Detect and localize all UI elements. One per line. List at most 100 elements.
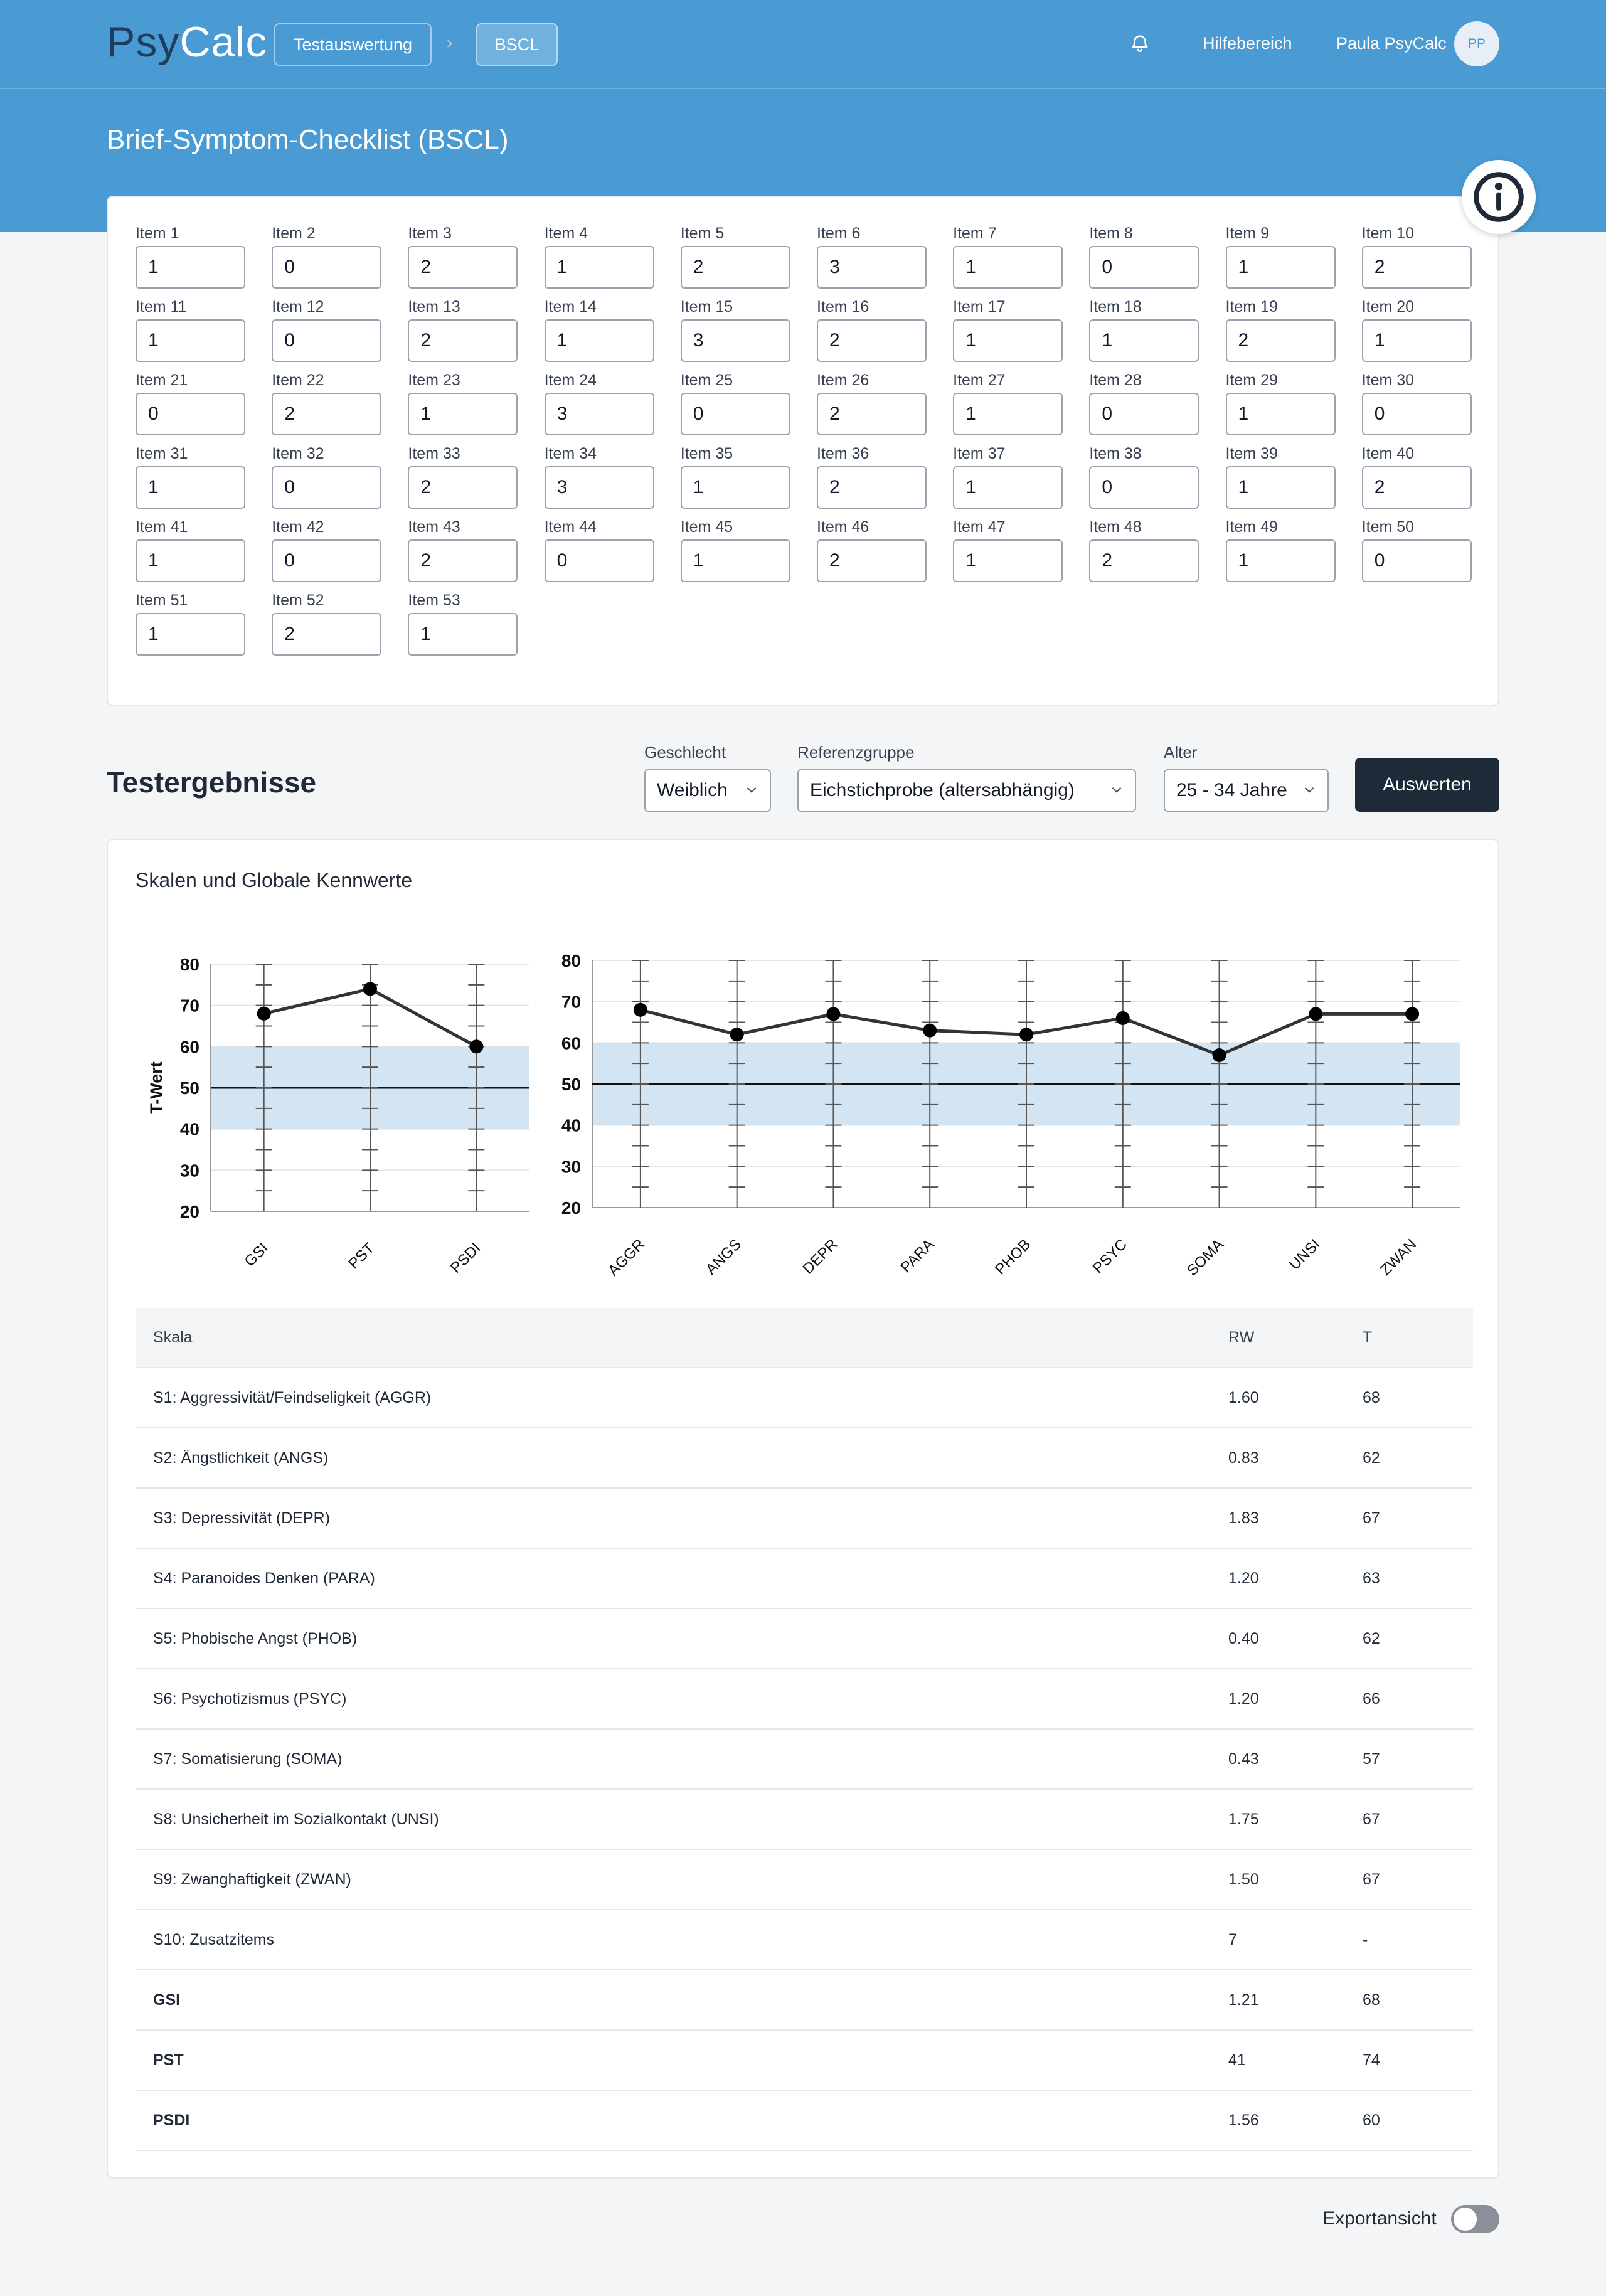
table-row: GSI 1.21 68 (136, 1970, 1473, 2031)
evaluate-button[interactable]: Auswerten (1355, 758, 1499, 812)
item-input[interactable] (1089, 466, 1199, 509)
item-input[interactable] (816, 539, 927, 582)
item-field: Item 4 (544, 225, 654, 289)
item-input[interactable] (408, 539, 518, 582)
item-input[interactable] (1361, 539, 1472, 582)
gender-select[interactable]: Weiblich (644, 769, 771, 812)
breadcrumb-bscl[interactable]: BSCL (476, 23, 558, 66)
age-select[interactable]: 25 - 34 Jahre (1164, 769, 1329, 812)
item-input[interactable] (272, 613, 382, 656)
item-label: Item 52 (272, 592, 324, 609)
item-input[interactable] (816, 319, 927, 362)
item-input[interactable] (953, 466, 1063, 509)
item-input[interactable] (544, 466, 654, 509)
avatar[interactable]: PP (1454, 21, 1499, 66)
item-input[interactable] (680, 393, 790, 435)
item-input[interactable] (816, 466, 927, 509)
item-field: Item 12 (272, 298, 382, 362)
item-input[interactable] (680, 539, 790, 582)
item-input[interactable] (272, 466, 382, 509)
item-input[interactable] (680, 466, 790, 509)
chevron-down-icon (1304, 787, 1314, 793)
table-cell-t: - (1363, 1930, 1368, 1948)
item-input[interactable] (816, 393, 927, 435)
item-input[interactable] (953, 246, 1063, 289)
item-input[interactable] (136, 393, 245, 435)
item-input[interactable] (680, 246, 790, 289)
item-input[interactable] (1089, 246, 1199, 289)
item-label: Item 25 (680, 371, 733, 389)
item-input[interactable] (1089, 539, 1199, 582)
item-input[interactable] (408, 319, 518, 362)
item-input[interactable] (953, 319, 1063, 362)
item-field: Item 51 (136, 592, 245, 656)
item-input[interactable] (544, 539, 654, 582)
item-input[interactable] (1089, 319, 1199, 362)
info-button[interactable] (1462, 160, 1536, 234)
item-field: Item 17 (953, 298, 1063, 362)
item-input[interactable] (136, 613, 245, 656)
item-input[interactable] (408, 393, 518, 435)
y-tick-label: 20 (561, 1198, 581, 1218)
item-label: Item 20 (1361, 298, 1415, 316)
item-input[interactable] (136, 246, 245, 289)
item-input[interactable] (1225, 393, 1336, 435)
item-input[interactable] (816, 246, 927, 289)
item-input[interactable] (544, 319, 654, 362)
item-input[interactable] (953, 393, 1063, 435)
item-input[interactable] (1225, 319, 1336, 362)
item-input[interactable] (1361, 319, 1472, 362)
item-input[interactable] (136, 466, 245, 509)
item-label: Item 51 (136, 592, 188, 609)
logo[interactable]: PsyCalc (107, 18, 268, 66)
item-label: Item 9 (1225, 225, 1269, 242)
item-input[interactable] (272, 393, 382, 435)
chart-title: Skalen und Globale Kennwerte (136, 869, 413, 891)
item-input[interactable] (272, 319, 382, 362)
item-label: Item 19 (1225, 298, 1278, 316)
item-field: Item 42 (272, 518, 382, 582)
item-input[interactable] (544, 393, 654, 435)
user-name[interactable]: Paula PsyCalc (1336, 34, 1447, 53)
item-field: Item 40 (1361, 445, 1472, 509)
item-label: Item 2 (272, 225, 316, 242)
item-input[interactable] (1361, 393, 1472, 435)
breadcrumb-testauswertung[interactable]: Testauswertung (274, 23, 432, 66)
item-input[interactable] (953, 539, 1063, 582)
item-input[interactable] (408, 613, 518, 656)
item-input[interactable] (1361, 466, 1472, 509)
export-view-toggle[interactable] (1451, 2205, 1499, 2233)
item-field: Item 16 (816, 298, 927, 362)
item-input[interactable] (136, 319, 245, 362)
table-cell-rw: 1.20 (1228, 1569, 1259, 1587)
table-cell-t: 67 (1363, 1509, 1380, 1527)
help-link[interactable]: Hilfebereich (1203, 34, 1292, 53)
toggle-knob (1454, 2208, 1477, 2231)
item-field: Item 31 (136, 445, 245, 509)
item-label: Item 11 (136, 298, 187, 316)
item-input[interactable] (272, 539, 382, 582)
refgroup-select[interactable]: Eichstichprobe (altersabhängig) (797, 769, 1136, 812)
item-input[interactable] (408, 246, 518, 289)
item-field: Item 18 (1089, 298, 1199, 362)
item-label: Item 4 (544, 225, 588, 242)
y-axis-label: T-Wert (147, 1061, 166, 1114)
item-input[interactable] (136, 539, 245, 582)
item-input[interactable] (1361, 246, 1472, 289)
item-label: Item 10 (1361, 225, 1415, 242)
y-tick-label: 50 (561, 1075, 581, 1094)
table-cell-rw: 0.43 (1228, 1750, 1259, 1768)
table-cell-t: 60 (1363, 2111, 1380, 2129)
item-input[interactable] (1089, 393, 1199, 435)
item-input[interactable] (272, 246, 382, 289)
table-cell-skala: S4: Paranoides Denken (PARA) (153, 1569, 375, 1587)
item-field: Item 9 (1225, 225, 1336, 289)
bell-icon[interactable] (1129, 33, 1151, 54)
item-input[interactable] (408, 466, 518, 509)
item-input[interactable] (1225, 466, 1336, 509)
item-label: Item 48 (1089, 518, 1142, 536)
item-input[interactable] (680, 319, 790, 362)
item-input[interactable] (1225, 246, 1336, 289)
item-input[interactable] (544, 246, 654, 289)
item-input[interactable] (1225, 539, 1336, 582)
